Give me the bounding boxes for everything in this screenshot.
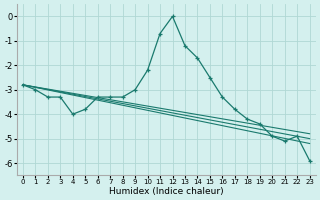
X-axis label: Humidex (Indice chaleur): Humidex (Indice chaleur)	[109, 187, 224, 196]
